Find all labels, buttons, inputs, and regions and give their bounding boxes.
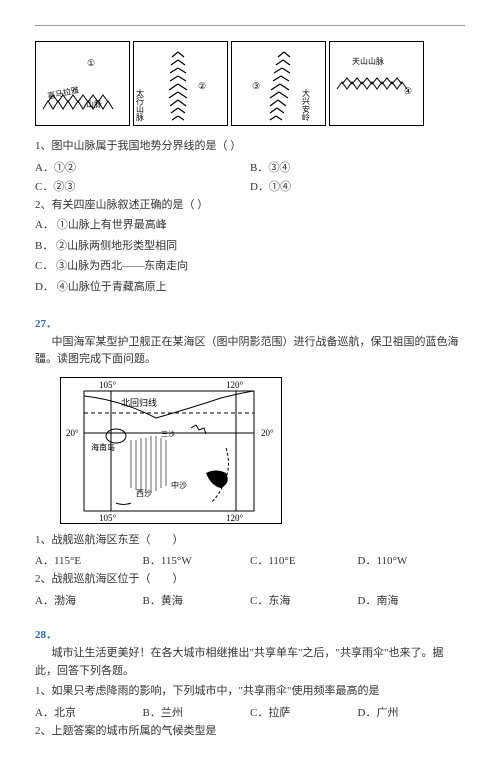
svg-text:120°: 120° <box>226 513 244 523</box>
svg-text:105°: 105° <box>99 513 117 523</box>
q27-s2c: C．东海 <box>250 592 358 608</box>
q27-s1c: C．110°E <box>250 552 358 568</box>
q27-s1a: A．115°E <box>35 552 143 568</box>
svg-text:④: ④ <box>404 86 412 96</box>
svg-text:西沙: 西沙 <box>136 489 152 498</box>
svg-text:20°: 20° <box>66 428 79 438</box>
q28-s1c: C．拉萨 <box>250 704 358 720</box>
q28-s2: 2、上题答案的城市所属的气候类型是 <box>35 723 465 741</box>
panel-4: 天山山脉 ④ <box>329 41 424 126</box>
q1-text: 1、图中山脉属于我国地势分界线的是（ ） <box>35 138 465 156</box>
q27-s1-opts: A．115°E B．115°W C．110°E D．110°W <box>35 552 465 568</box>
q1-a: A．①② <box>35 159 250 175</box>
q27-s2-opts: A．渤海 B．黄海 C．东海 D．南海 <box>35 592 465 608</box>
q27-s2a: A．渤海 <box>35 592 143 608</box>
q28-intro: 城市让生活更美好！在各大城市相继推出"共享单车"之后，"共享雨伞"也来了。据此，… <box>35 645 465 680</box>
map-27: 105° 120° 20° 20° 105° 120° 北回归线 海南岛 西沙 … <box>60 377 282 524</box>
q27-s2b: B．黄海 <box>143 592 251 608</box>
q2-d: D． ④山脉位于青藏高原上 <box>35 279 465 297</box>
panel-2: 太行山脉 ② <box>133 41 228 126</box>
q27-s1: 1、战舰巡航海区东至（ ） <box>35 532 465 550</box>
q28-s1a: A．北京 <box>35 704 143 720</box>
q27-s1b: B．115°W <box>143 552 251 568</box>
q1-c: C．②③ <box>35 178 250 194</box>
q1-row2: C．②③ D．①④ <box>35 178 465 194</box>
q27-s1d: D．110°W <box>358 552 466 568</box>
q27-s2: 2、战舰巡航海区位于（ ） <box>35 571 465 589</box>
svg-text:20°: 20° <box>261 428 274 438</box>
q28-s1: 1、如果只考虑降雨的影响，下列城市中，"共享雨伞"使用频率最高的是 <box>35 683 465 701</box>
q2-b: B． ②山脉两侧地形类型相同 <box>35 238 465 256</box>
panel-3: ③ 大兴安岭 <box>231 41 326 126</box>
svg-text:天山山脉: 天山山脉 <box>352 56 384 66</box>
svg-text:喜马拉雅: 喜马拉雅 <box>46 84 79 100</box>
q2-text: 2、有关四座山脉叙述正确的是（ ） <box>35 197 465 215</box>
q28-s1b: B．兰州 <box>143 704 251 720</box>
q27-intro: 中国海军某型护卫舰正在某海区（图中阴影范围）进行战备巡航，保卫祖国的蓝色海疆。读… <box>35 334 465 369</box>
q1-b: B．③④ <box>250 159 465 175</box>
q28-s1d: D．广州 <box>358 704 466 720</box>
svg-text:三沙: 三沙 <box>161 430 175 438</box>
q28-num: 28． <box>35 626 465 642</box>
svg-text:山脉: 山脉 <box>86 99 102 109</box>
svg-text:②: ② <box>198 81 206 91</box>
top-rule <box>35 25 465 26</box>
svg-text:北回归线: 北回归线 <box>121 397 157 408</box>
q1-row1: A．①② B．③④ <box>35 159 465 175</box>
q27-num: 27． <box>35 315 465 331</box>
svg-text:中沙: 中沙 <box>171 480 187 490</box>
svg-text:海南岛: 海南岛 <box>91 442 115 452</box>
q2-c: C． ③山脉为西北——东南走向 <box>35 258 465 276</box>
q1-d: D．①④ <box>250 178 465 194</box>
svg-text:太行山脉: 太行山脉 <box>136 88 145 121</box>
svg-text:③: ③ <box>252 81 260 91</box>
svg-text:105°: 105° <box>99 380 117 390</box>
q27-s2d: D．南海 <box>358 592 466 608</box>
q28-s1-opts: A．北京 B．兰州 C．拉萨 D．广州 <box>35 704 465 720</box>
svg-text:120°: 120° <box>226 380 244 390</box>
q2-a: A． ①山脉上有世界最高峰 <box>35 217 465 235</box>
svg-text:大兴安岭: 大兴安岭 <box>301 88 310 122</box>
panel-1: ① 喜马拉雅 山脉 <box>35 41 130 126</box>
mountain-panels: ① 喜马拉雅 山脉 太行山脉 ② ③ 大兴安岭 天山山脉 <box>35 41 465 126</box>
num-1: ① <box>87 58 95 68</box>
